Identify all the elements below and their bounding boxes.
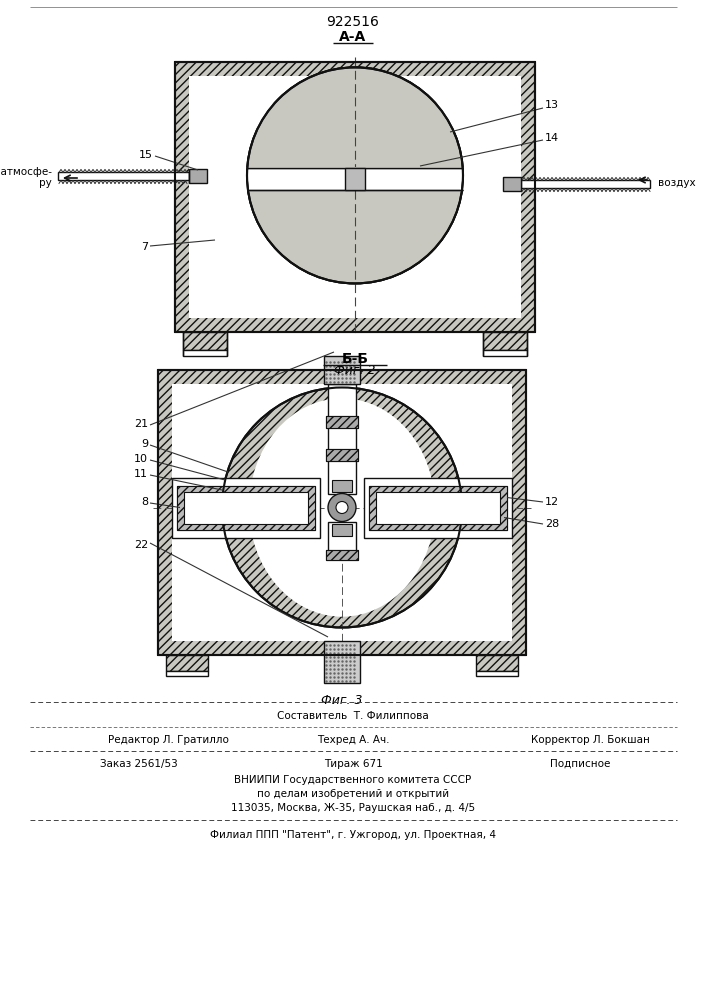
Bar [376, 491, 500, 524]
Text: 28: 28 [545, 519, 559, 529]
Text: Тираж 671: Тираж 671 [324, 759, 382, 769]
Bar [326, 449, 358, 461]
Bar [172, 384, 512, 641]
Text: воздух: воздух [658, 178, 696, 188]
Text: в атмосфе-: в атмосфе- [0, 167, 52, 177]
Bar [332, 524, 352, 536]
Bar [326, 550, 358, 560]
Bar [332, 480, 352, 491]
Bar [324, 356, 360, 384]
Text: Заказ 2561/53: Заказ 2561/53 [100, 759, 177, 769]
Bar [166, 655, 208, 671]
Bar [175, 62, 535, 332]
Text: ру: ру [40, 178, 52, 188]
Bar [476, 671, 518, 676]
Bar [369, 486, 507, 530]
Text: Корректор Л. Бокшан: Корректор Л. Бокшан [530, 735, 650, 745]
Text: 9: 9 [141, 439, 148, 449]
Bar [521, 180, 650, 188]
Bar [183, 350, 227, 356]
Bar [184, 491, 308, 524]
Circle shape [328, 493, 356, 522]
Text: Подписное: Подписное [550, 759, 610, 769]
Bar [328, 522, 356, 552]
Text: Фиг. 2: Фиг. 2 [334, 363, 375, 376]
Bar [483, 350, 527, 356]
Text: 922516: 922516 [327, 15, 380, 29]
Bar [166, 671, 208, 676]
Text: Техред А. Ач.: Техред А. Ач. [317, 735, 390, 745]
Text: 15: 15 [139, 150, 153, 160]
Bar [58, 172, 189, 180]
Bar [189, 76, 521, 318]
Bar [326, 416, 358, 428]
Bar [326, 416, 358, 428]
Text: 13: 13 [545, 100, 559, 110]
Text: 21: 21 [134, 419, 148, 429]
Text: Фиг. 3: Фиг. 3 [321, 694, 363, 706]
Text: 7: 7 [141, 242, 148, 252]
Text: Редактор Л. Гратилло: Редактор Л. Гратилло [108, 735, 229, 745]
Bar [503, 177, 521, 191]
Text: Б-Б: Б-Б [341, 352, 368, 366]
Text: Составитель  Т. Филиппова: Составитель Т. Филиппова [277, 711, 429, 721]
Text: 113035, Москва, Ж-35, Раушская наб., д. 4/5: 113035, Москва, Ж-35, Раушская наб., д. … [231, 803, 475, 813]
Text: ВНИИПИ Государственного комитета СССР: ВНИИПИ Государственного комитета СССР [235, 775, 472, 785]
Text: А-А: А-А [339, 30, 367, 44]
Bar [364, 478, 512, 538]
Bar [172, 478, 320, 538]
Text: 14: 14 [545, 133, 559, 143]
Bar [247, 168, 463, 190]
Text: 12: 12 [545, 497, 559, 507]
Bar [326, 550, 358, 560]
Bar [328, 384, 356, 493]
Bar [483, 332, 527, 350]
Circle shape [336, 502, 348, 514]
Text: 10: 10 [134, 454, 148, 464]
Bar [158, 370, 526, 655]
Bar [245, 167, 465, 191]
Bar [345, 168, 365, 190]
Bar [183, 332, 227, 350]
Bar [326, 449, 358, 461]
Bar [476, 655, 518, 671]
Text: по делам изобретений и открытий: по делам изобретений и открытий [257, 789, 449, 799]
Ellipse shape [249, 398, 435, 617]
Text: 8: 8 [141, 497, 148, 507]
Bar [177, 486, 315, 530]
Text: 11: 11 [134, 469, 148, 479]
Bar [177, 486, 315, 530]
Ellipse shape [255, 78, 455, 197]
Bar [324, 641, 360, 683]
Circle shape [222, 387, 462, 628]
Text: Филиал ППП "Патент", г. Ужгород, ул. Проектная, 4: Филиал ППП "Патент", г. Ужгород, ул. Про… [210, 830, 496, 840]
Circle shape [247, 67, 463, 283]
Circle shape [247, 67, 463, 283]
Bar [369, 486, 507, 530]
Text: 22: 22 [134, 540, 148, 550]
Bar [189, 169, 207, 183]
